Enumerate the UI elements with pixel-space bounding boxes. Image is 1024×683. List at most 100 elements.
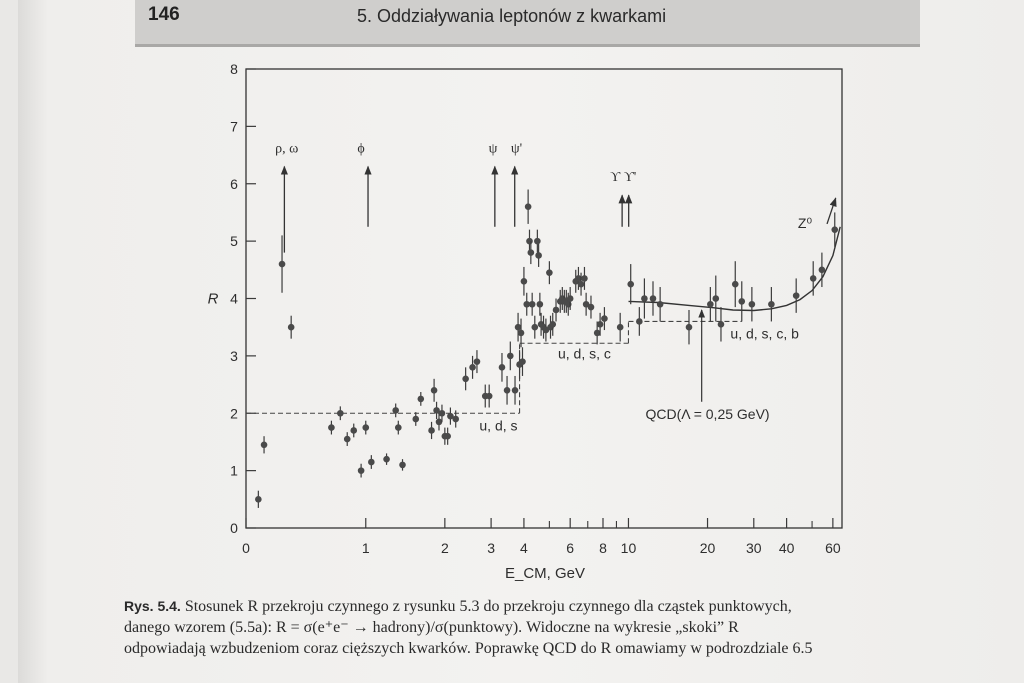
data-point xyxy=(519,358,526,365)
x-tick-label: 8 xyxy=(599,540,607,556)
running-header-band xyxy=(135,0,920,47)
caption-line-1: Stosunek R przekroju czynnego z rysunku … xyxy=(184,598,792,615)
data-point xyxy=(748,300,756,308)
x-tick-label: 20 xyxy=(700,540,716,556)
y-tick-label: 8 xyxy=(230,61,238,77)
data-point xyxy=(549,321,557,328)
data-point xyxy=(452,415,460,423)
chapter-title: 5. Oddziaływania leptonów z kwarkami xyxy=(357,6,667,26)
data-point xyxy=(649,295,657,302)
data-point xyxy=(511,387,519,394)
caption-label: Rys. 5.4. xyxy=(124,598,181,614)
data-point xyxy=(520,277,528,285)
y-tick-label: 2 xyxy=(230,405,238,421)
z0-label: Z⁰ xyxy=(798,215,813,231)
x-tick-label: 4 xyxy=(520,540,528,556)
data-point xyxy=(462,375,469,383)
data-point xyxy=(831,226,839,233)
data-point xyxy=(417,395,425,403)
y-axis-label: R xyxy=(208,291,219,308)
data-point xyxy=(575,275,582,282)
resonance-arrows: ρ, ω ϕ ψ ψ' ϒ ϒ' Z⁰ xyxy=(275,142,837,253)
data-point xyxy=(368,458,375,466)
axis-labels: R E_CM, GeV xyxy=(208,291,585,583)
data-point xyxy=(287,323,295,331)
data-point xyxy=(362,424,370,431)
data-point xyxy=(712,295,720,302)
parton-level-label: u, d, s, c xyxy=(558,346,611,362)
data-point xyxy=(337,409,344,417)
data-point xyxy=(596,321,604,328)
data-point xyxy=(616,323,624,331)
data-point xyxy=(738,298,746,305)
data-point xyxy=(399,461,406,469)
y-tick-label: 5 xyxy=(230,233,238,249)
data-point xyxy=(526,237,533,245)
x-tick-label: 30 xyxy=(746,540,762,556)
data-point xyxy=(531,323,539,331)
data-point xyxy=(430,387,438,394)
parton-level-label: u, d, s xyxy=(479,417,517,433)
caption-line-2: danego wzorem (5.5a): R = σ(e⁺e⁻ → hadro… xyxy=(124,619,739,636)
data-point xyxy=(535,252,542,259)
tick-labels: 0 1 2 3 4 6 8 10 20 30 40 60 0 1 2 3 4 5 6 7 8 xyxy=(230,61,841,556)
data-point xyxy=(350,427,358,434)
resonance-label: ψ xyxy=(489,142,498,157)
data-point xyxy=(707,300,714,308)
data-point xyxy=(818,266,826,274)
data-point xyxy=(514,323,522,331)
x-tick-label: 1 xyxy=(362,540,370,556)
figure-caption: Rys. 5.4. Stosunek R przekroju czynnego … xyxy=(124,596,924,659)
data-point xyxy=(395,424,402,431)
x-tick-label: 2 xyxy=(441,540,449,556)
data-point xyxy=(627,280,635,288)
data-point xyxy=(534,237,541,245)
data-point xyxy=(503,387,511,394)
data-point xyxy=(444,432,451,440)
data-point xyxy=(343,435,351,443)
data-point xyxy=(546,269,553,276)
data-point xyxy=(656,300,664,308)
z0-arrow xyxy=(826,197,837,225)
y-tick-label: 0 xyxy=(230,520,238,536)
data-point xyxy=(469,364,476,371)
parton-level-label: u, d, s, c, b xyxy=(730,326,799,342)
data-point xyxy=(581,275,588,282)
x-tick-label: 0 xyxy=(242,540,250,556)
page-number: 146 xyxy=(148,4,180,25)
data-point xyxy=(428,427,435,434)
data-points xyxy=(255,189,839,508)
data-point xyxy=(641,295,648,302)
caption-line-3: odpowiadają wzbudzeniom coraz cięższych … xyxy=(124,640,813,657)
data-point xyxy=(768,300,775,308)
data-point xyxy=(498,364,506,371)
data-point xyxy=(255,496,262,503)
data-point xyxy=(260,441,268,449)
data-point xyxy=(517,329,525,337)
data-point xyxy=(792,292,800,299)
x-tick-label: 6 xyxy=(566,540,574,556)
x-axis-label: E_CM, GeV xyxy=(505,565,585,582)
data-point xyxy=(328,424,335,431)
data-point xyxy=(523,300,531,308)
data-point xyxy=(507,352,514,360)
data-point xyxy=(447,412,454,420)
data-point xyxy=(383,455,390,463)
resonance-label: ρ, ω xyxy=(275,142,298,157)
resonance-label: ϕ xyxy=(357,142,364,157)
qcd-label: QCD(Λ = 0,25 GeV) xyxy=(645,406,769,422)
axis-ticks xyxy=(245,68,834,529)
data-point xyxy=(278,260,286,268)
qcd-curve-group: QCD(Λ = 0,25 GeV) xyxy=(628,226,841,422)
x-tick-label: 40 xyxy=(779,540,795,556)
x-tick-label: 60 xyxy=(825,540,841,556)
resonance-label: ψ' xyxy=(511,142,522,157)
data-point xyxy=(582,300,590,308)
data-point xyxy=(685,323,693,331)
data-point xyxy=(473,358,481,365)
data-point xyxy=(566,295,574,302)
data-point xyxy=(552,306,560,314)
data-point xyxy=(357,467,365,474)
data-point xyxy=(527,249,535,256)
